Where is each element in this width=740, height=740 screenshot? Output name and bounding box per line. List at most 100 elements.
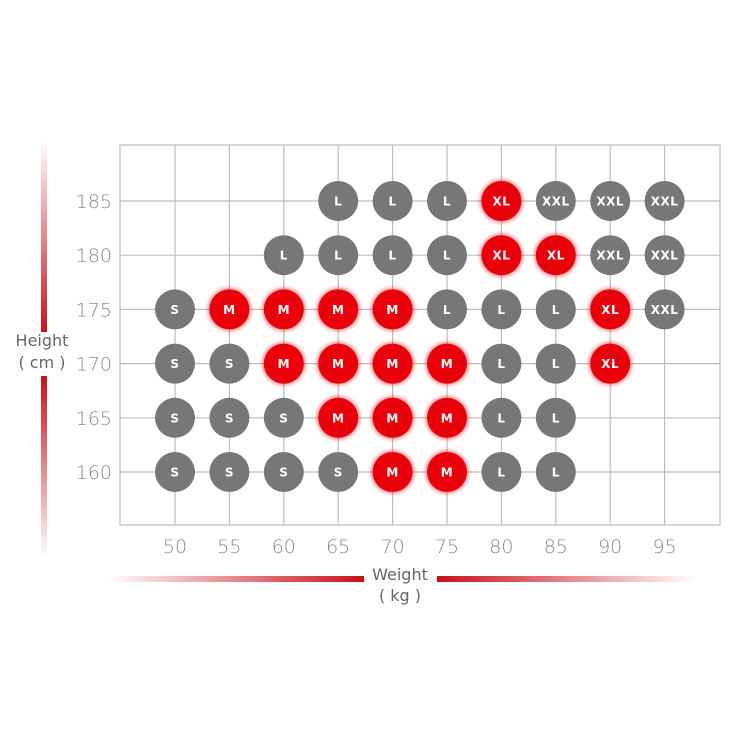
point-circle: [481, 452, 522, 492]
size-point-l: L: [535, 289, 576, 330]
size-point-s: S: [155, 343, 195, 384]
point-size-label: S: [225, 357, 234, 371]
x-tick-label: 55: [217, 536, 241, 558]
point-circle: [427, 343, 467, 384]
point-size-label: M: [386, 411, 398, 425]
size-point-l: L: [427, 289, 467, 330]
size-point-l: L: [372, 181, 413, 221]
point-size-label: M: [441, 466, 453, 480]
x-tick-label: 95: [653, 536, 677, 558]
point-circle: [481, 343, 522, 384]
point-circle: [644, 181, 685, 221]
point-size-label: S: [170, 411, 179, 425]
size-point-m: M: [371, 342, 414, 385]
point-size-label: XL: [492, 195, 510, 209]
size-point-m: M: [317, 288, 360, 331]
x-tick-label: 70: [381, 536, 405, 558]
point-circle: [427, 181, 467, 221]
point-circle: [263, 397, 304, 438]
point-size-label: S: [170, 357, 179, 371]
size-point-m: M: [262, 342, 305, 385]
point-size-label: M: [332, 411, 344, 425]
point-circle: [318, 397, 359, 438]
point-circle: [535, 343, 576, 384]
size-point-s: S: [209, 343, 250, 384]
point-size-label: XL: [601, 357, 619, 371]
point-size-label: M: [278, 303, 290, 317]
size-point-xxl: XXL: [590, 235, 631, 276]
plot-frame: [119, 144, 721, 526]
y-tick-label: 175: [76, 299, 112, 321]
size-point-s: S: [155, 289, 195, 330]
size-point-l: L: [318, 181, 359, 221]
size-point-xxl: XXL: [590, 181, 631, 221]
point-size-label: M: [441, 411, 453, 425]
point-circle: [535, 235, 576, 276]
size-point-l: L: [481, 397, 522, 438]
point-circle: [209, 397, 250, 438]
point-circle: [427, 397, 467, 438]
point-circle: [372, 397, 413, 438]
point-circle: [590, 181, 631, 221]
y-axis-bar-upper: [41, 140, 47, 332]
size-point-m: M: [426, 396, 468, 439]
point-size-label: M: [386, 466, 398, 480]
point-circle: [155, 452, 195, 492]
point-size-label: L: [443, 303, 451, 317]
point-circle: [372, 235, 413, 276]
size-point-l: L: [535, 452, 576, 492]
point-circle: [427, 289, 467, 330]
size-point-s: S: [263, 452, 304, 492]
point-circle: [209, 289, 250, 330]
point-size-label: L: [497, 411, 505, 425]
point-size-label: L: [389, 195, 397, 209]
point-circle: [263, 289, 304, 330]
point-size-label: L: [497, 303, 505, 317]
size-point-s: S: [155, 397, 195, 438]
size-point-m: M: [426, 342, 468, 385]
size-point-m: M: [371, 288, 414, 331]
y-axis-unit: ( cm ): [18, 353, 65, 372]
point-size-label: XXL: [651, 195, 679, 209]
point-circle: [263, 343, 304, 384]
point-size-label: XL: [547, 249, 565, 263]
x-tick-label: 80: [489, 536, 513, 558]
size-point-m: M: [208, 288, 251, 331]
point-size-label: S: [334, 466, 343, 480]
x-axis-bar-left: [108, 576, 364, 582]
point-size-label: L: [552, 466, 560, 480]
point-circle: [155, 343, 195, 384]
point-circle: [155, 289, 195, 330]
size-point-l: L: [318, 235, 359, 276]
size-point-m: M: [262, 288, 305, 331]
point-size-label: L: [552, 357, 560, 371]
size-point-l: L: [535, 343, 576, 384]
x-tick-label: 90: [598, 536, 622, 558]
point-size-label: XXL: [596, 249, 624, 263]
point-circle: [318, 235, 359, 276]
size-point-m: M: [426, 451, 468, 493]
y-axis-label: Height: [16, 331, 69, 350]
size-point-xxl: XXL: [535, 181, 576, 221]
point-size-label: L: [552, 303, 560, 317]
size-point-l: L: [427, 235, 467, 276]
x-tick-label: 60: [272, 536, 296, 558]
point-circle: [644, 235, 685, 276]
size-point-xl: XL: [589, 288, 632, 331]
point-circle: [318, 289, 359, 330]
point-size-label: M: [386, 357, 398, 371]
point-size-label: L: [443, 195, 451, 209]
size-point-xxl: XXL: [644, 289, 685, 330]
point-size-label: XXL: [651, 303, 679, 317]
point-circle: [318, 452, 359, 492]
point-circle: [318, 343, 359, 384]
size-point-l: L: [481, 289, 522, 330]
point-circle: [590, 289, 631, 330]
size-point-xl: XL: [480, 180, 523, 222]
size-point-s: S: [155, 452, 195, 492]
y-tick-label: 170: [76, 354, 112, 376]
point-circle: [372, 452, 413, 492]
x-axis-unit: ( kg ): [379, 586, 421, 605]
point-circle: [644, 289, 685, 330]
